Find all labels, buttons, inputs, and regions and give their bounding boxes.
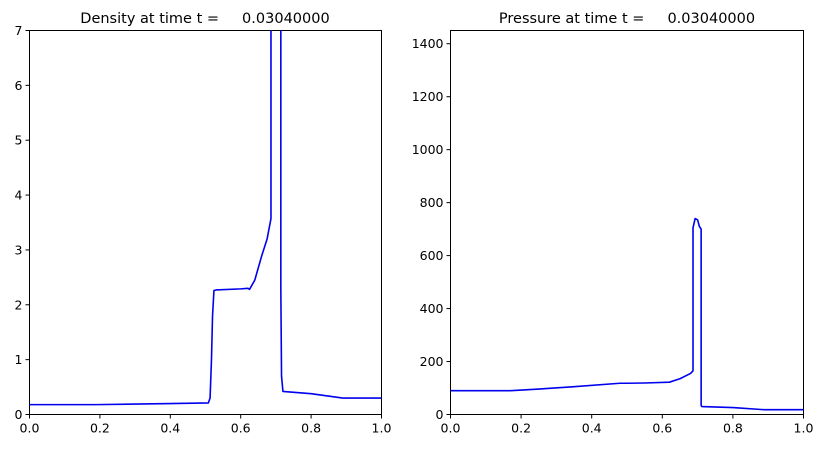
pressure-x-tick-label: 0.0 — [441, 421, 461, 436]
density-y-tick-label: 3 — [15, 242, 23, 257]
pressure-y-tick-label: 1400 — [412, 36, 444, 51]
density-line-layer — [29, 30, 382, 406]
density-x-tick-label: 0.2 — [90, 421, 110, 436]
pressure-y-tick-label: 1000 — [412, 142, 444, 157]
pressure-plot-axes-frame — [450, 30, 804, 415]
pressure-plot: Pressure at time t = 0.03040000 0.0 0.2 0.… — [412, 11, 814, 436]
pressure-y-tick-label: 0 — [436, 407, 444, 422]
pressure-x-tick-label: 1.0 — [794, 421, 814, 436]
density-x-tick-label: 0.8 — [301, 421, 321, 436]
density-y-tick-label: 2 — [15, 297, 23, 312]
pressure-plot-title: Pressure at time t = 0.03040000 — [499, 11, 755, 27]
density-y-tick-label: 7 — [15, 23, 23, 38]
density-y-tick-label: 6 — [15, 78, 23, 93]
density-x-tick-label: 0.6 — [231, 421, 251, 436]
density-y-tick-label: 0 — [15, 407, 23, 422]
density-series-line — [29, 30, 382, 406]
pressure-series-line — [450, 217, 804, 411]
pressure-y-tick-label: 800 — [420, 195, 444, 210]
density-plot-axes-frame — [29, 30, 382, 415]
density-y-tick-label: 4 — [15, 188, 23, 203]
density-plot: Density at time t = 0.03040000 0.0 0.2 0.4… — [15, 11, 392, 436]
density-x-tick-label: 0.0 — [20, 421, 40, 436]
pressure-x-tick-label: 0.8 — [723, 421, 743, 436]
pressure-y-tick-label: 600 — [420, 248, 444, 263]
pressure-y-tick-label: 1200 — [412, 89, 444, 104]
density-plot-title: Density at time t = 0.03040000 — [80, 11, 329, 27]
pressure-y-tick-label: 400 — [420, 301, 444, 316]
density-x-tick-label: 1.0 — [372, 421, 392, 436]
pressure-x-tick-label: 0.4 — [582, 421, 602, 436]
pressure-y-tick-label: 200 — [420, 354, 444, 369]
pressure-line-layer — [450, 217, 804, 411]
pressure-tick-layer: 0.0 0.2 0.4 0.6 0.8 1.0 0 200 400 600 800 1000 1200 1… — [412, 36, 814, 435]
pressure-x-tick-label: 0.2 — [511, 421, 531, 436]
density-tick-layer: 0.0 0.2 0.4 0.6 0.8 1.0 0 1 2 3 4 5 6 7 — [15, 23, 392, 436]
density-y-tick-label: 1 — [15, 352, 23, 367]
density-y-tick-label: 5 — [15, 133, 23, 148]
density-x-tick-label: 0.4 — [160, 421, 180, 436]
pressure-x-tick-label: 0.6 — [652, 421, 672, 436]
